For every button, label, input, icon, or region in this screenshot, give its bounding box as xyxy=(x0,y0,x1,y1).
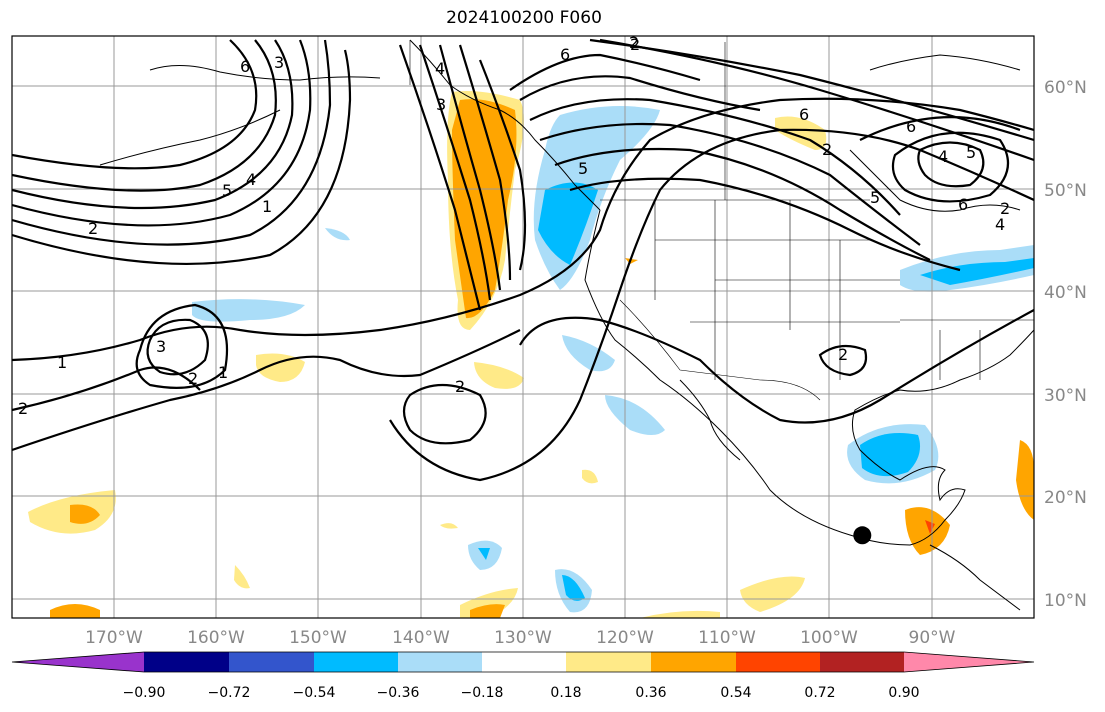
contour-label: 5 xyxy=(222,181,232,200)
lon-label: 130°W xyxy=(494,628,552,648)
contour-label: 6 xyxy=(906,117,916,136)
contour-label: 5 xyxy=(966,143,976,162)
lat-label: 40°N xyxy=(1044,283,1087,303)
colorbar-tick: −0.36 xyxy=(377,685,420,701)
colorbar-segment xyxy=(566,652,651,672)
contour-label: 5 xyxy=(578,159,588,178)
negative-anomaly-shading xyxy=(192,106,1034,613)
lon-label: 160°W xyxy=(187,628,245,648)
contour-label: 4 xyxy=(246,170,256,189)
lon-label: 120°W xyxy=(596,628,654,648)
contour-label: 1 xyxy=(57,353,67,372)
colorbar-tick: 0.90 xyxy=(888,685,919,701)
lon-label: 90°W xyxy=(909,628,956,648)
contour-label: 2 xyxy=(455,377,465,396)
contour-label: 6 xyxy=(958,195,968,214)
lon-label: 100°W xyxy=(800,628,858,648)
lat-label: 20°N xyxy=(1044,488,1087,508)
contour-label: 6 xyxy=(799,105,809,124)
contour-label: 1 xyxy=(262,197,272,216)
contour-label: 2 xyxy=(88,219,98,238)
contour-label: 2 xyxy=(1000,199,1010,218)
colorbar-tick: −0.18 xyxy=(461,685,504,701)
colorbar-tick: 0.36 xyxy=(635,685,666,701)
contour-label: 3 xyxy=(274,53,284,72)
contour-label: 4 xyxy=(435,59,445,78)
colorbar-tick-labels: −0.90 −0.72 −0.54 −0.36 −0.18 0.18 0.36 … xyxy=(123,685,920,701)
colorbar-tick: −0.72 xyxy=(208,685,251,701)
colorbar-segment xyxy=(229,652,314,672)
colorbar-tick: 0.18 xyxy=(550,685,581,701)
colorbar-tick: −0.54 xyxy=(293,685,336,701)
colorbar-segment xyxy=(314,652,398,672)
contour-label: 3 xyxy=(436,95,446,114)
contour-label: 2 xyxy=(838,345,848,364)
lat-label: 60°N xyxy=(1044,78,1087,98)
colorbar-segment xyxy=(651,652,736,672)
colorbar-arrow-high xyxy=(904,652,1034,672)
contour-label: 3 xyxy=(156,337,166,356)
lon-label: 140°W xyxy=(392,628,450,648)
contour-label: 4 xyxy=(938,147,948,166)
lat-label: 30°N xyxy=(1044,386,1087,406)
contour-label: 2 xyxy=(18,399,28,418)
colorbar-segment xyxy=(398,652,482,672)
colorbar-tick: −0.90 xyxy=(123,685,166,701)
colorbar: −0.90 −0.72 −0.54 −0.36 −0.18 0.18 0.36 … xyxy=(11,651,1035,701)
lat-label: 50°N xyxy=(1044,181,1087,201)
colorbar-segment xyxy=(144,652,229,672)
lon-label: 150°W xyxy=(289,628,347,648)
contour-label: 2 xyxy=(629,33,639,52)
contour-label: 6 xyxy=(560,45,570,64)
contour-label: 4 xyxy=(995,215,1005,234)
contour-lines xyxy=(12,38,1034,482)
colorbar-tick: 0.72 xyxy=(804,685,835,701)
contour-label: 1 xyxy=(218,363,228,382)
colorbar-tick: 0.54 xyxy=(720,685,751,701)
colorbar-segment xyxy=(482,652,566,672)
colorbar-arrow-low xyxy=(12,652,144,672)
contour-label: 2 xyxy=(630,35,640,54)
political-borders xyxy=(409,40,1034,401)
map-title: 2024100200 F060 xyxy=(446,8,602,28)
map-border xyxy=(11,35,1035,619)
lat-label: 10°N xyxy=(1044,591,1087,611)
contour-labels: 6 3 2 6 2 4 3 5 6 5 4 1 2 3 2 1 1 2 2 6 … xyxy=(18,33,1010,418)
contour-label: 2 xyxy=(188,369,198,388)
latitude-labels: 60°N 50°N 40°N 30°N 20°N 10°N xyxy=(1044,78,1087,611)
colorbar-segment xyxy=(820,652,904,672)
location-marker xyxy=(853,526,872,545)
longitude-labels: 170°W 160°W 150°W 140°W 130°W 120°W 110°… xyxy=(85,628,956,648)
contour-label: 5 xyxy=(870,188,880,207)
colorbar-segment xyxy=(736,652,820,672)
lon-label: 170°W xyxy=(85,628,143,648)
graticule xyxy=(12,36,1034,618)
contour-label: 2 xyxy=(822,140,832,159)
contour-label: 6 xyxy=(240,57,250,76)
lon-label: 110°W xyxy=(698,628,756,648)
